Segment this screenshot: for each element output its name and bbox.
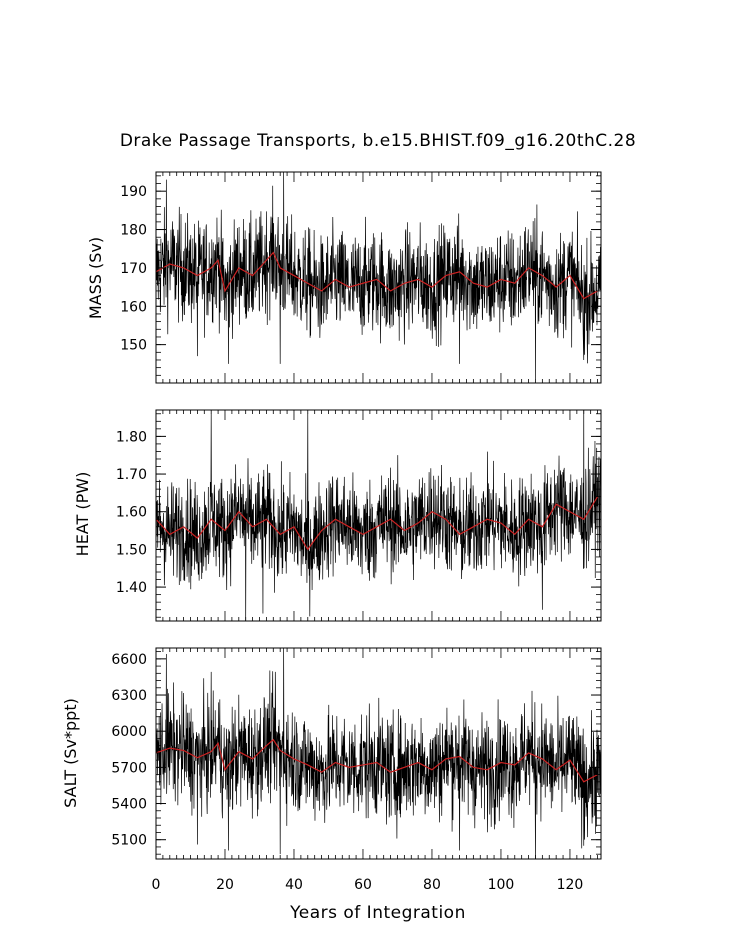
- y-tick-label-salt: 5400: [111, 797, 147, 813]
- plot-frame-mass: [155, 171, 602, 384]
- y-tick-label-salt: 5700: [111, 760, 147, 776]
- y-tick-label-salt: 6600: [111, 652, 147, 668]
- x-tick-label: 100: [488, 877, 515, 893]
- panel-heat: HEAT (PW) 1.40 1.50 1.60 1.70 1.80: [73, 409, 602, 622]
- x-tick-label: 60: [354, 877, 372, 893]
- y-tick-label-mass: 170: [120, 261, 147, 277]
- y-tick-label-salt: 5100: [111, 833, 147, 849]
- series-annual-heat: [156, 496, 599, 551]
- x-tick-label: 0: [152, 877, 161, 893]
- panel-salt: SALT (Sv*ppt) 5100 5400 5700 6000 6300 6600 0 2…: [61, 647, 602, 893]
- x-axis-label: Years of Integration: [289, 903, 466, 923]
- y-tick-label-mass: 190: [120, 184, 147, 200]
- series-monthly-mass: [156, 172, 601, 380]
- plot-frame-salt: [155, 647, 602, 860]
- series-monthly-salt: [156, 648, 601, 859]
- series-annual-mass: [156, 251, 598, 300]
- y-axis-label-salt: SALT (Sv*ppt): [61, 698, 80, 808]
- x-tick-label: 120: [557, 877, 584, 893]
- panel-mass: MASS (Sv) 150 160 170 180 190: [86, 171, 602, 384]
- y-tick-label-salt: 6000: [111, 724, 147, 740]
- y-tick-label-heat: 1.60: [116, 505, 147, 521]
- x-tick-label: 80: [423, 877, 441, 893]
- series-monthly-heat: [156, 410, 601, 621]
- series-annual-salt: [156, 738, 598, 783]
- y-tick-label-mass: 160: [120, 299, 147, 315]
- x-tick-label: 40: [285, 877, 303, 893]
- y-tick-label-heat: 1.70: [116, 467, 147, 483]
- y-tick-label-heat: 1.40: [116, 580, 147, 596]
- x-tick-label: 20: [216, 877, 234, 893]
- y-tick-label-heat: 1.50: [116, 542, 147, 558]
- y-tick-label-mass: 150: [120, 338, 147, 354]
- y-tick-label-heat: 1.80: [116, 429, 147, 445]
- y-tick-label-mass: 180: [120, 223, 147, 239]
- y-tick-label-salt: 6300: [111, 688, 147, 704]
- y-axis-label-heat: HEAT (PW): [73, 472, 92, 557]
- plot-frame-heat: [155, 409, 602, 622]
- chart-title: Drake Passage Transports, b.e15.BHIST.f0…: [120, 131, 636, 151]
- y-axis-label-mass: MASS (Sv): [86, 237, 105, 319]
